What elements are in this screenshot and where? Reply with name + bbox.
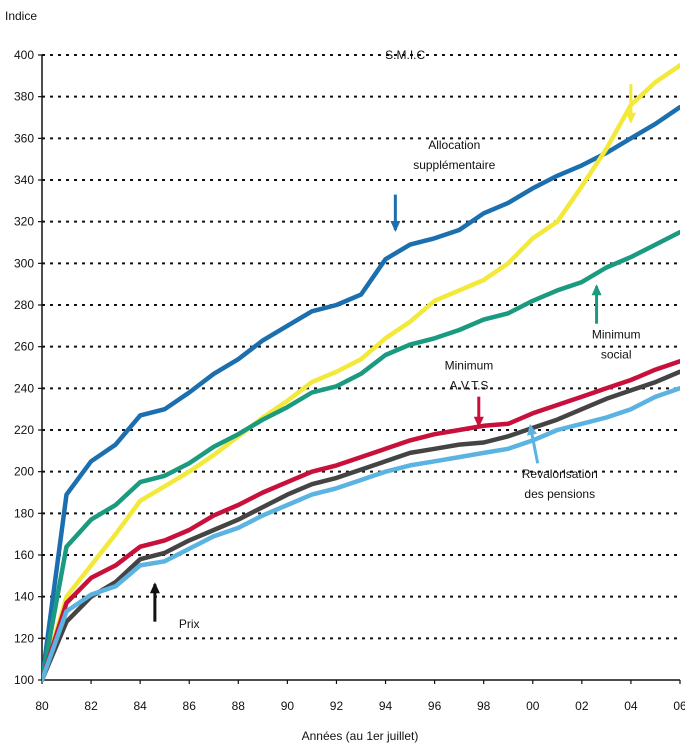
x-tick-label: 80 [35,699,49,713]
annotation-avts: Minimum A.V.T.S [445,359,494,428]
x-tick-label: 94 [379,699,393,713]
x-tick-label: 92 [330,699,344,713]
annotation-label: des pensions [524,487,595,501]
y-tick-label: 200 [14,465,34,479]
x-tick-label: 98 [477,699,491,713]
y-axis-title: Indice [5,9,37,23]
y-tick-label: 380 [14,90,34,104]
annotations: S.M.I.C Allocation supplémentaire Minimum so… [149,48,641,631]
annotation-reval: Revalorisation des pensions [522,423,598,501]
series-line-minimum-social [42,229,680,682]
x-tick-label: 06 [673,699,685,713]
x-tick-label: 82 [84,699,98,713]
series-line-allocation-supplementaire [42,104,680,682]
series-line-minimum-a-v-t-s [42,359,680,682]
series-line-prix [42,369,680,682]
x-axis-title: Années (au 1er juillet) [302,729,419,743]
y-tick-label: 260 [14,340,34,354]
y-tick-label: 160 [14,548,34,562]
annotation-arrow-head [591,284,602,296]
annotation-label: Prix [179,617,200,631]
series-lines [42,63,680,682]
annotation-label: A.V.T.S [450,379,489,393]
x-tick-label: 84 [133,699,147,713]
x-tick-label: 04 [624,699,638,713]
y-tick-label: 360 [14,131,34,145]
y-axis-ticks: 100 120 140 160 180 200 220 240 260 280 300 320 340 3… [14,48,42,687]
annotation-arrow-head [149,582,160,594]
y-tick-label: 240 [14,381,34,395]
annotation-arrow-head [527,423,537,436]
x-tick-label: 96 [428,699,442,713]
annotation-minsoc: Minimum social [591,284,641,361]
axes [41,55,680,681]
annotation-label: Minimum [592,327,641,341]
y-tick-label: 400 [14,48,34,62]
annotation-label: Minimum [445,359,494,373]
series-line-revalorisation-des-pensions [42,386,680,682]
x-tick-label: 02 [575,699,589,713]
annotation-label: Revalorisation [522,467,598,481]
y-tick-label: 140 [14,590,34,604]
annotation-arrow-head [473,416,484,428]
y-tick-label: 120 [14,631,34,645]
x-tick-label: 86 [183,699,197,713]
x-tick-label: 88 [232,699,246,713]
series-line-s-m-i-c [42,63,680,682]
x-tick-label: 00 [526,699,540,713]
annotation-arrow-head [390,221,401,232]
y-tick-label: 220 [14,423,34,437]
y-tick-label: 340 [14,173,34,187]
y-tick-label: 300 [14,256,34,270]
annotation-alloc: Allocation supplémentaire [390,138,496,232]
annotation-label: Allocation [428,138,480,152]
y-tick-label: 180 [14,506,34,520]
x-tick-label: 90 [281,699,295,713]
annotation-arrow-head [625,112,636,124]
y-tick-label: 320 [14,215,34,229]
annotation-label: social [601,347,632,361]
y-tick-label: 100 [14,673,34,687]
y-tick-label: 280 [14,298,34,312]
annotation-label: S.M.I.C [385,48,425,62]
annotation-label: supplémentaire [413,158,495,172]
annotation-smic: S.M.I.C [385,48,636,124]
x-axis-ticks: 80 82 84 86 88 90 92 94 96 98 00 02 04 06 [35,680,685,713]
annotation-prix: Prix [149,582,200,631]
